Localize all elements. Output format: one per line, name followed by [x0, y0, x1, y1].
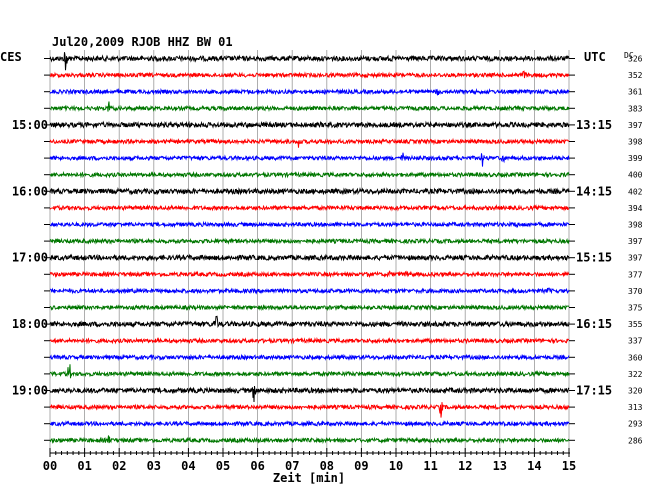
- seismic-trace-9: [49, 204, 570, 212]
- dc-value-label: 394: [628, 204, 643, 213]
- dc-value-label: 397: [628, 237, 643, 246]
- left-timezone-label: CES: [0, 50, 22, 64]
- x-axis-label: Zeit [min]: [273, 471, 345, 485]
- dc-value-label: 398: [628, 138, 643, 147]
- x-tick-label: 00: [43, 459, 57, 473]
- right-time-label: 17:15: [576, 384, 612, 398]
- dc-value-label: 326: [628, 55, 643, 64]
- right-time-label: 14:15: [576, 184, 612, 198]
- x-tick-label: 08: [320, 459, 334, 473]
- dc-value-label: 397: [628, 254, 643, 263]
- x-tick-label: 03: [147, 459, 161, 473]
- seismic-trace-7: [49, 170, 570, 179]
- seismic-trace-16: [49, 315, 570, 329]
- dc-value-label: 322: [628, 370, 643, 379]
- dc-value-label: 355: [628, 320, 643, 329]
- seismic-trace-3: [50, 101, 570, 112]
- x-tick-label: 07: [285, 459, 299, 473]
- seismic-trace-1: [49, 70, 570, 79]
- left-time-label: 18:00: [12, 317, 48, 331]
- left-time-label: 19:00: [12, 384, 48, 398]
- dc-value-label: 320: [628, 387, 643, 396]
- dc-value-label: 400: [628, 171, 643, 180]
- x-tick-label: 12: [458, 459, 472, 473]
- dc-value-label: 352: [628, 71, 643, 80]
- seismic-trace-2: [49, 87, 570, 96]
- seismic-trace-4: [49, 120, 570, 130]
- right-time-label: 13:15: [576, 118, 612, 132]
- x-tick-label: 14: [527, 459, 541, 473]
- x-tick-label: 13: [493, 459, 507, 473]
- dc-value-label: 402: [628, 187, 643, 196]
- x-tick-label: 02: [112, 459, 126, 473]
- x-tick-label: 06: [250, 459, 264, 473]
- seismic-trace-13: [49, 270, 570, 279]
- dc-value-label: 383: [628, 104, 643, 113]
- seismic-trace-20: [49, 385, 570, 403]
- dc-value-label: 313: [628, 403, 643, 412]
- seismic-trace-14: [50, 287, 570, 295]
- dc-value-label: 360: [628, 353, 643, 362]
- left-time-label: 16:00: [12, 184, 48, 198]
- seismic-trace-10: [49, 220, 570, 229]
- seismic-trace-11: [49, 237, 570, 245]
- seismic-trace-6: [49, 152, 570, 167]
- x-tick-label: 05: [216, 459, 230, 473]
- dc-value-label: 399: [628, 154, 643, 163]
- seismic-trace-18: [49, 353, 570, 362]
- dc-value-label: 398: [628, 221, 643, 230]
- seismic-trace-22: [50, 419, 570, 428]
- seismic-trace-8: [49, 186, 570, 196]
- traces: [49, 52, 570, 445]
- seismic-trace-0: [49, 52, 570, 71]
- right-time-label: 16:15: [576, 317, 612, 331]
- right-time-label: 15:15: [576, 251, 612, 265]
- x-tick-label: 10: [389, 459, 403, 473]
- chart-title: Jul20,2009 RJOB HHZ BW 01: [52, 35, 233, 49]
- right-timezone-label: UTC: [584, 50, 606, 64]
- seismic-trace-21: [49, 402, 570, 418]
- dc-column-label: DC: [624, 51, 634, 60]
- seismic-trace-12: [49, 253, 570, 262]
- dc-value-label: 370: [628, 287, 643, 296]
- x-tick-label: 01: [77, 459, 91, 473]
- dc-value-label: 293: [628, 420, 643, 429]
- seismic-trace-17: [49, 336, 570, 345]
- left-time-label: 17:00: [12, 251, 48, 265]
- dc-value-label: 375: [628, 304, 643, 313]
- left-time-label: 15:00: [12, 118, 48, 132]
- grid: [44, 50, 575, 457]
- dc-value-label: 361: [628, 88, 643, 97]
- seismic-trace-5: [49, 137, 570, 148]
- seismic-trace-15: [49, 303, 570, 312]
- dc-value-label: 377: [628, 270, 643, 279]
- dc-value-label: 397: [628, 121, 643, 130]
- x-tick-label: 04: [181, 459, 195, 473]
- seismic-trace-19: [49, 364, 570, 379]
- dc-value-label: 337: [628, 337, 643, 346]
- dc-value-label: 286: [628, 436, 643, 445]
- labels: 00 01 02 03 04 05 06 07 08 09 10 11 12 13 14 15 326 352 36…: [12, 55, 643, 474]
- x-tick-label: 15: [562, 459, 576, 473]
- x-tick-label: 09: [354, 459, 368, 473]
- x-tick-label: 11: [423, 459, 437, 473]
- seismic-trace-23: [49, 435, 570, 445]
